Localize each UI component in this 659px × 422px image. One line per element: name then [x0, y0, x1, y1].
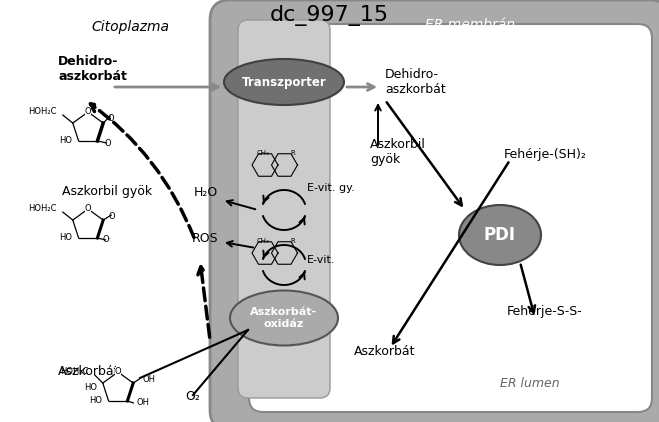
Ellipse shape [230, 290, 338, 346]
Text: Aszkorbát: Aszkorbát [58, 365, 119, 378]
Text: R: R [291, 238, 295, 244]
Text: HOH₂C: HOH₂C [28, 203, 57, 213]
Text: ROS: ROS [191, 232, 218, 244]
Text: OH: OH [142, 375, 156, 384]
Text: O₂: O₂ [186, 390, 200, 403]
Text: HOH₂C: HOH₂C [28, 107, 57, 116]
Ellipse shape [224, 59, 344, 105]
Text: Aszkorbát: Aszkorbát [355, 345, 416, 358]
Text: Citoplazma: Citoplazma [91, 20, 169, 34]
Text: Transzporter: Transzporter [242, 76, 326, 89]
Text: Dehidro-
aszkorbát: Dehidro- aszkorbát [385, 68, 445, 96]
Text: O: O [109, 211, 115, 221]
Text: PDI: PDI [484, 226, 516, 244]
Text: O: O [85, 203, 92, 213]
Text: ER lumen: ER lumen [500, 377, 559, 390]
FancyBboxPatch shape [249, 24, 652, 412]
Text: CH₃: CH₃ [256, 150, 270, 156]
Text: E-vit. gy.: E-vit. gy. [307, 183, 355, 193]
Text: Dehidro-
aszkorbát: Dehidro- aszkorbát [58, 55, 127, 83]
Text: dc_997_15: dc_997_15 [270, 5, 389, 26]
Text: R: R [291, 150, 295, 156]
Text: O: O [85, 106, 92, 116]
Text: H₂O: H₂O [194, 186, 218, 198]
Text: O: O [108, 114, 115, 122]
Text: Aszkorbil
gyök: Aszkorbil gyök [370, 138, 426, 166]
FancyBboxPatch shape [238, 20, 330, 398]
Text: HO: HO [84, 383, 97, 392]
Text: HO: HO [59, 233, 72, 243]
Text: Aszkorbát-
oxidáz: Aszkorbát- oxidáz [250, 307, 318, 329]
Text: O: O [115, 366, 121, 376]
Text: CH₃: CH₃ [256, 238, 270, 244]
Text: HO: HO [59, 136, 72, 146]
Text: HOH₂C: HOH₂C [60, 367, 89, 376]
Text: HO: HO [90, 396, 103, 406]
Text: Fehérje-S-S-: Fehérje-S-S- [507, 305, 583, 318]
Ellipse shape [459, 205, 541, 265]
Text: O·: O· [103, 235, 112, 244]
Text: O: O [104, 139, 111, 149]
Text: Aszkorbil gyök: Aszkorbil gyök [62, 185, 152, 198]
Text: ER membrán: ER membrán [425, 18, 515, 32]
Text: OH: OH [136, 398, 150, 408]
FancyBboxPatch shape [210, 0, 659, 422]
Text: E-vit.: E-vit. [307, 255, 335, 265]
Text: Fehérje-(SH)₂: Fehérje-(SH)₂ [503, 148, 587, 161]
